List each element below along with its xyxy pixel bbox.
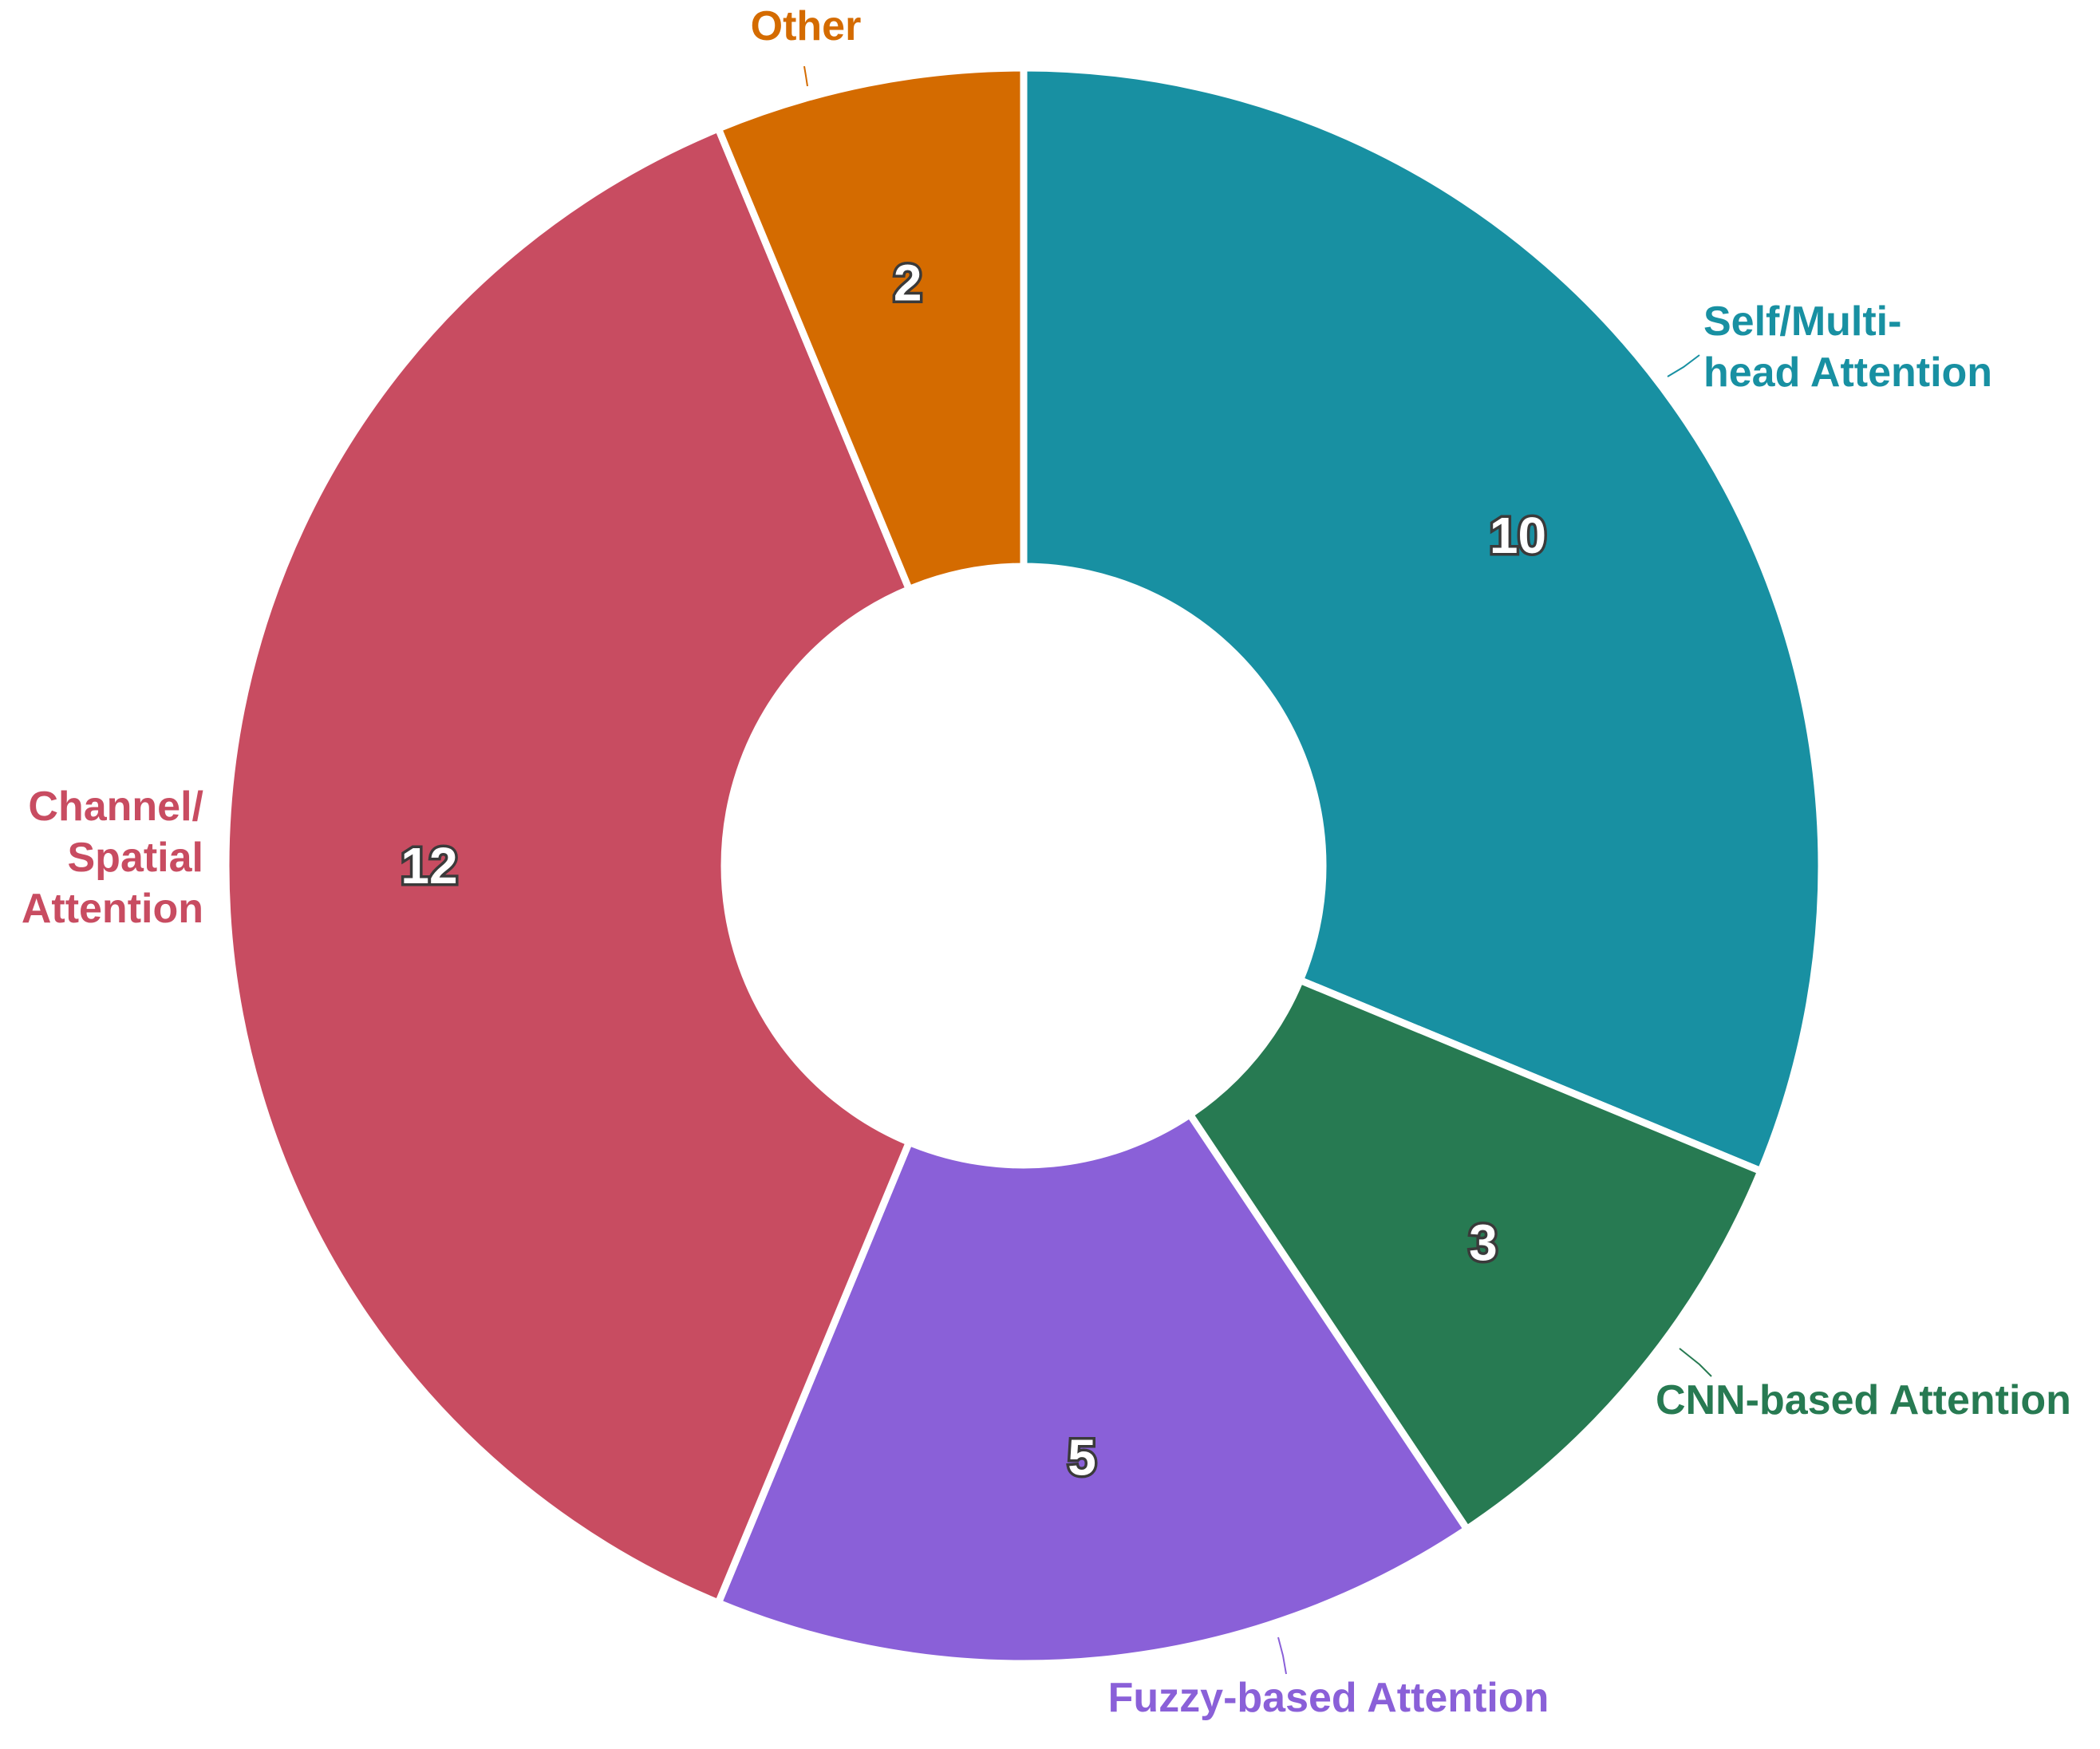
leader-lines (803, 65, 1712, 1675)
value-label: 12 (401, 837, 457, 894)
category-label: Fuzzy-based Attention (1108, 1675, 1549, 1721)
donut-slices (222, 64, 1826, 1668)
leader-line (803, 65, 808, 87)
value-label: 10 (1490, 507, 1546, 564)
category-label-line: Fuzzy-based Attention (1108, 1675, 1549, 1721)
category-label: Channel/Spatial Attention (22, 784, 203, 932)
value-labels: 10 3 5 12 2 (398, 251, 1549, 1489)
category-label-line: CNN-based Attention (1656, 1377, 2071, 1423)
slice-fuzzy-based-attention (713, 1109, 1472, 1668)
category-label: CNN-based Attention (1656, 1377, 2071, 1423)
leader-line (1679, 1348, 1712, 1377)
slice-channel-spatial-attention (222, 124, 914, 1608)
value-label: 3 (1469, 1214, 1498, 1272)
category-label: Self/Multi-head Attention (1703, 298, 1992, 396)
slice-cnn-based-attention (1185, 975, 1766, 1534)
slice-other (713, 64, 1028, 594)
category-labels: Self/Multi-head Attention CNN-based Atten… (22, 3, 2071, 1721)
category-label-line: Spatial (68, 835, 204, 881)
leader-line (1277, 1636, 1287, 1675)
category-label-line: Self/Multi- (1703, 298, 1901, 345)
category-label-line: head Attention (1703, 349, 1992, 396)
value-label: 5 (1068, 1428, 1096, 1486)
value-label: 2 (894, 254, 922, 311)
category-label-line: Channel/ (28, 784, 203, 830)
slice-self-multi-head-attention (1020, 64, 1826, 1176)
category-label: Other (751, 3, 862, 49)
category-label-line: Attention (22, 886, 203, 932)
category-label-line: Other (751, 3, 862, 49)
leader-line (1667, 354, 1700, 377)
